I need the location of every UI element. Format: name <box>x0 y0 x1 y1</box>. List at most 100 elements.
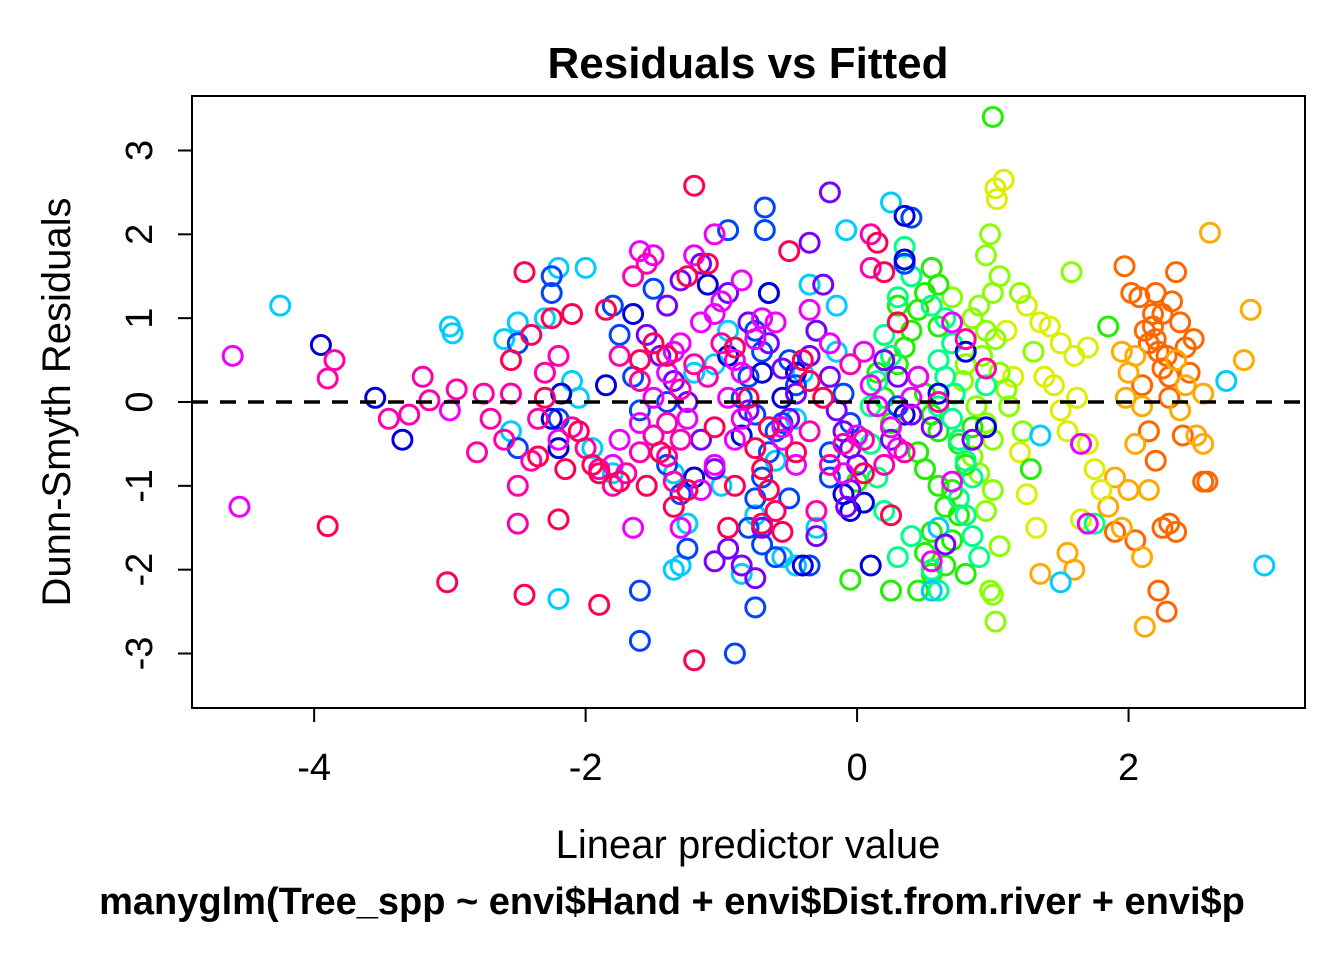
data-point-cyan-5 <box>533 307 556 330</box>
data-point-blue-22 <box>628 399 651 422</box>
data-point-yellow-20 <box>1066 386 1088 409</box>
data-point-pink-43 <box>798 420 821 443</box>
data-point-cyan-24 <box>880 191 902 214</box>
data-point-spring-18 <box>927 579 950 602</box>
data-point-rose-44 <box>880 504 902 527</box>
data-point-blue-46 <box>818 466 841 489</box>
data-point-rose-42 <box>873 261 896 284</box>
data-point-amber-0 <box>1199 221 1221 244</box>
data-point-amber-17 <box>1029 562 1052 585</box>
data-point-magenta-44 <box>676 407 699 430</box>
data-point-green-13 <box>914 458 936 481</box>
data-point-green-0 <box>981 106 1004 128</box>
data-point-blue-17 <box>723 642 746 665</box>
data-point-yellow-7 <box>1049 332 1072 355</box>
data-point-pink-34 <box>805 500 828 522</box>
data-point-violet-29 <box>757 332 780 355</box>
data-point-magenta-7 <box>703 223 726 246</box>
data-point-cyan-10 <box>581 437 604 460</box>
data-point-pink-1 <box>316 367 339 390</box>
data-point-orange-12 <box>1165 261 1188 284</box>
data-point-green-4 <box>907 298 930 321</box>
data-point-yellow-19 <box>1009 441 1031 464</box>
data-point-pink-33 <box>628 370 651 392</box>
data-point-pink-32 <box>608 344 631 367</box>
data-point-rose-35 <box>581 453 604 476</box>
data-point-rose-7 <box>608 470 631 493</box>
data-point-spring-9 <box>941 407 964 430</box>
data-point-cyan-41 <box>1049 571 1072 594</box>
data-point-pink-7 <box>493 428 516 451</box>
data-point-violet-11 <box>835 495 858 518</box>
data-point-spring-0 <box>893 235 916 258</box>
data-point-cyan-2 <box>441 322 464 345</box>
data-point-magenta-33 <box>866 395 889 418</box>
data-point-magenta-30 <box>818 332 841 355</box>
data-point-cyan-9 <box>567 386 590 409</box>
data-point-yellow-4 <box>1015 294 1038 317</box>
data-point-amber-2 <box>1232 349 1255 372</box>
data-point-magenta-46 <box>764 311 787 334</box>
data-point-pink-3 <box>411 365 434 388</box>
data-point-magenta-0 <box>221 344 244 367</box>
data-point-navy-6 <box>595 374 617 397</box>
data-point-magenta-17 <box>690 479 712 501</box>
data-point-rose-20 <box>778 240 801 263</box>
data-point-blue-15 <box>764 546 787 569</box>
data-point-cyan-3 <box>493 328 516 351</box>
data-point-amber-20 <box>1124 432 1147 455</box>
data-point-lime-7 <box>984 328 1007 351</box>
data-point-rose-38 <box>628 349 651 372</box>
data-point-yellow-2 <box>985 188 1008 211</box>
data-point-blue-7 <box>730 386 753 409</box>
data-point-amber-24 <box>1137 479 1160 501</box>
data-point-magenta-23 <box>642 386 665 409</box>
data-point-amber-14 <box>1133 615 1156 638</box>
data-point-magenta-18 <box>669 516 692 539</box>
data-point-lime-19 <box>975 500 997 522</box>
data-point-violet-5 <box>818 365 841 388</box>
data-point-rose-11 <box>683 649 706 672</box>
data-point-magenta-9 <box>723 349 746 372</box>
data-point-spring-2 <box>920 294 943 317</box>
data-point-lime-26 <box>1022 340 1045 363</box>
data-point-violet-3 <box>805 319 828 342</box>
data-point-violet-0 <box>818 181 841 204</box>
data-point-rose-17 <box>757 479 780 501</box>
data-point-violet-16 <box>703 550 726 573</box>
data-point-rose-15 <box>744 437 767 460</box>
y-tick-label: 2 <box>119 224 161 245</box>
data-point-cyan-28 <box>730 562 753 585</box>
x-tick-label: -4 <box>297 747 331 789</box>
data-point-cyan-15 <box>662 558 685 581</box>
data-point-lime-9 <box>954 353 977 376</box>
data-point-pink-30 <box>635 252 658 275</box>
data-point-lime-29 <box>941 286 964 309</box>
data-point-magenta-26 <box>690 311 712 334</box>
data-point-navy-11 <box>771 386 794 409</box>
data-point-violet-2 <box>812 273 835 296</box>
data-point-pink-36 <box>832 432 855 455</box>
data-point-cyan-40 <box>920 579 943 602</box>
data-point-blue-35 <box>778 487 801 510</box>
data-point-lime-1 <box>975 244 997 267</box>
data-point-blue-30 <box>785 374 807 397</box>
data-point-pink-31 <box>622 265 645 288</box>
data-point-violet-34 <box>900 403 923 426</box>
data-point-pink-45 <box>954 328 977 351</box>
data-point-orange-19 <box>1137 420 1160 443</box>
data-point-magenta-3 <box>547 428 570 451</box>
data-point-blue-27 <box>540 282 563 304</box>
data-point-cyan-38 <box>1215 370 1238 392</box>
data-point-amber-21 <box>1114 386 1137 409</box>
data-point-rose-28 <box>595 298 617 321</box>
data-point-violet-36 <box>873 349 896 372</box>
data-point-orange-29 <box>1196 470 1219 493</box>
data-point-lime-0 <box>979 223 1002 246</box>
data-point-orange-2 <box>1128 286 1151 309</box>
data-point-pink-9 <box>506 474 529 497</box>
data-point-rose-21 <box>791 349 814 372</box>
data-point-magenta-40 <box>900 386 923 409</box>
data-point-navy-20 <box>975 416 997 439</box>
